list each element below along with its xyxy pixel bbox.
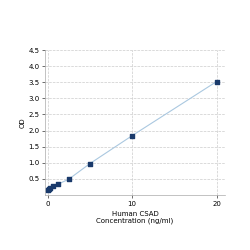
- Point: [88, 162, 92, 166]
- X-axis label: Human CSAD
Concentration (ng/ml): Human CSAD Concentration (ng/ml): [96, 211, 174, 224]
- Point: [51, 184, 55, 188]
- Point: [130, 134, 134, 138]
- Point: [67, 177, 71, 181]
- Point: [47, 187, 51, 191]
- Point: [214, 80, 218, 84]
- Point: [56, 182, 60, 186]
- Point: [48, 186, 52, 190]
- Point: [46, 188, 50, 192]
- Y-axis label: OD: OD: [20, 117, 26, 128]
